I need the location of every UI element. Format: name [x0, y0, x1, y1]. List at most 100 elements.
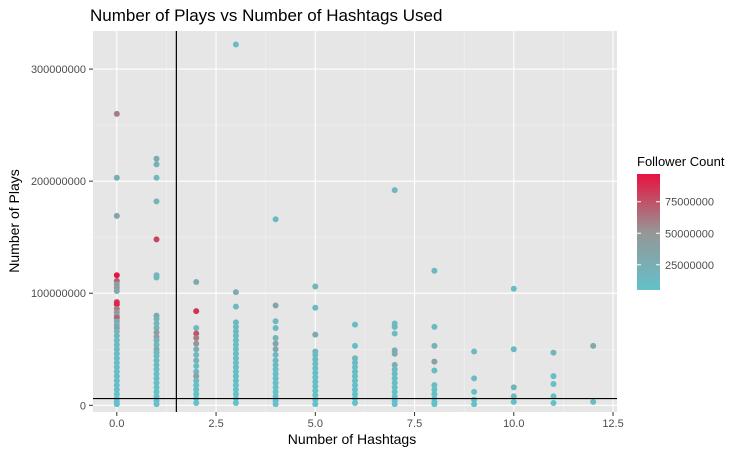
data-point	[352, 373, 358, 380]
data-point	[391, 350, 398, 357]
data-point	[193, 373, 200, 380]
data-point	[471, 401, 478, 408]
data-point	[272, 340, 279, 347]
x-tick-label: 5.0	[308, 418, 323, 430]
data-point	[352, 391, 358, 398]
data-point	[232, 377, 239, 384]
legend-ticks: 25000000 50000000 75000000	[637, 197, 714, 272]
data-point	[113, 364, 120, 371]
data-point	[153, 361, 160, 368]
data-point	[431, 367, 438, 374]
data-point	[113, 355, 120, 362]
data-point	[113, 377, 120, 384]
data-point	[232, 391, 239, 398]
data-point	[352, 321, 358, 328]
data-point	[153, 320, 160, 327]
data-point	[312, 360, 319, 367]
data-point	[391, 379, 398, 386]
data-point	[391, 187, 398, 194]
data-point	[352, 382, 358, 389]
data-point	[352, 377, 358, 384]
data-point	[193, 386, 200, 393]
data-point	[153, 198, 160, 205]
data-point	[153, 388, 160, 395]
data-point	[232, 346, 239, 353]
data-point	[272, 318, 279, 325]
data-point	[352, 386, 358, 393]
data-point	[232, 341, 239, 348]
data-point	[232, 368, 239, 375]
data-point	[193, 400, 200, 407]
data-point	[193, 330, 200, 337]
data-point	[272, 370, 279, 377]
data-point	[272, 388, 279, 395]
data-point	[431, 323, 438, 330]
data-point	[272, 216, 279, 223]
data-point	[232, 323, 239, 330]
data-point	[391, 401, 398, 408]
data-point	[510, 346, 517, 353]
data-point	[232, 364, 239, 371]
data-point	[312, 374, 319, 381]
data-point	[431, 391, 438, 398]
data-point	[391, 366, 398, 373]
data-point	[312, 331, 319, 338]
data-point	[193, 391, 200, 398]
data-point	[232, 289, 239, 296]
data-point	[352, 359, 358, 366]
data-point	[590, 342, 597, 349]
data-point	[272, 335, 279, 342]
x-axis-ticks: 0.0 2.5 5.0 7.5 10.0 12.5	[109, 412, 624, 430]
data-point	[193, 340, 200, 347]
data-point	[312, 356, 319, 363]
data-point	[232, 328, 239, 335]
data-point	[550, 400, 557, 407]
data-point	[113, 212, 120, 219]
data-point	[232, 373, 239, 380]
data-point	[193, 324, 200, 331]
data-point	[391, 384, 398, 391]
data-point	[272, 324, 279, 331]
reference-lines	[93, 31, 617, 412]
data-point	[113, 350, 120, 357]
data-point	[113, 401, 120, 408]
legend-colorbar	[637, 174, 660, 290]
data-point	[232, 355, 239, 362]
data-point	[550, 380, 557, 387]
data-point	[153, 324, 160, 331]
data-point	[153, 375, 160, 382]
data-point	[153, 366, 160, 373]
data-point	[193, 368, 200, 375]
data-point	[113, 337, 120, 344]
data-point	[113, 272, 120, 279]
data-point	[431, 267, 438, 274]
data-point	[153, 155, 160, 162]
legend-tick-label: 25000000	[665, 260, 714, 272]
data-point	[431, 382, 438, 389]
data-point	[510, 285, 517, 292]
data-point	[272, 346, 279, 353]
data-point	[153, 379, 160, 386]
data-point	[272, 357, 279, 364]
data-point	[153, 352, 160, 359]
data-point	[391, 361, 398, 368]
data-point	[153, 341, 160, 348]
data-point	[113, 328, 120, 335]
data-point	[391, 388, 398, 395]
data-point	[153, 329, 160, 336]
data-point	[312, 351, 319, 358]
data-point	[193, 346, 200, 353]
data-point	[113, 368, 120, 375]
x-tick-label: 12.5	[602, 418, 623, 430]
x-axis-title: Number of Hashtags	[288, 431, 416, 447]
data-point	[431, 358, 438, 365]
data-point	[391, 330, 398, 337]
data-point	[550, 349, 557, 356]
data-point	[431, 386, 438, 393]
data-point	[510, 393, 517, 400]
data-point	[193, 335, 200, 342]
data-point	[312, 392, 319, 399]
data-point	[193, 377, 200, 384]
data-point	[312, 383, 319, 390]
data-point	[153, 370, 160, 377]
